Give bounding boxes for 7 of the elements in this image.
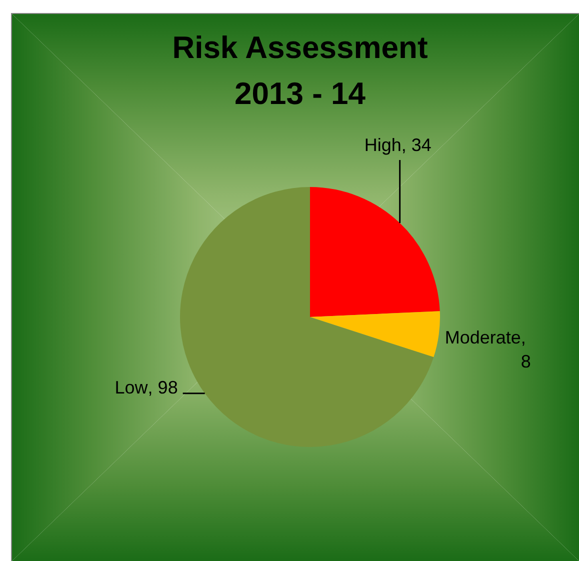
slice-label: High <box>364 135 402 156</box>
slice-label: Low <box>114 377 149 398</box>
chart-title: Risk Assessment 2013 - 14 <box>171 29 429 113</box>
slice-label: Moderate <box>444 327 521 348</box>
data-label: , 8 <box>520 327 531 372</box>
data-label: , 98 <box>148 377 178 398</box>
data-label: , 34 <box>401 135 432 156</box>
